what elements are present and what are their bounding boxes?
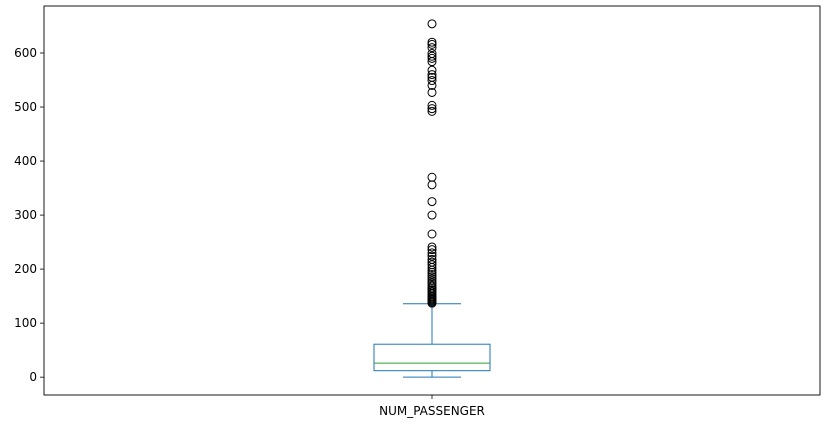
outlier-point bbox=[427, 248, 437, 258]
outlier-point bbox=[427, 53, 437, 63]
outlier-point bbox=[427, 70, 437, 80]
y-tick-label: 300 bbox=[14, 208, 37, 222]
outlier-point bbox=[427, 245, 437, 255]
outlier-point bbox=[427, 180, 437, 190]
outlier-point bbox=[427, 37, 437, 47]
outlier-point bbox=[427, 106, 437, 116]
outlier-point bbox=[427, 43, 437, 53]
y-tick-label: 200 bbox=[14, 262, 37, 276]
y-tick-label: 600 bbox=[14, 46, 37, 60]
outlier-point bbox=[427, 272, 437, 282]
plot-frame bbox=[43, 5, 821, 396]
outlier-point bbox=[427, 229, 437, 239]
y-tick-label: 0 bbox=[29, 370, 37, 384]
outlier-point bbox=[427, 210, 437, 220]
outlier-point bbox=[427, 274, 437, 284]
x-category-label: NUM_PASSENGER bbox=[379, 404, 485, 418]
outlier-point bbox=[427, 197, 437, 207]
outlier-point bbox=[427, 65, 437, 75]
outlier-point bbox=[427, 278, 437, 288]
outlier-point bbox=[427, 276, 437, 286]
outlier-point bbox=[427, 251, 437, 261]
outlier-point bbox=[427, 19, 437, 29]
outlier-point bbox=[427, 72, 437, 82]
axes: 0 100 200 300 400 500 600 NUM_PASSENGER bbox=[14, 46, 485, 418]
y-tick-label: 400 bbox=[14, 154, 37, 168]
outlier-point bbox=[427, 100, 437, 110]
iqr-box bbox=[373, 343, 491, 372]
y-tick-label: 100 bbox=[14, 316, 37, 330]
outlier-point bbox=[427, 242, 437, 252]
outlier-point bbox=[427, 51, 437, 61]
outlier-point bbox=[427, 104, 437, 114]
outlier-point bbox=[427, 260, 437, 270]
outlier-point bbox=[427, 172, 437, 182]
outlier-point bbox=[427, 254, 437, 264]
outlier-point bbox=[427, 76, 437, 86]
outlier-point bbox=[427, 49, 437, 59]
outlier-point bbox=[427, 39, 437, 49]
outlier-point bbox=[427, 280, 437, 290]
outlier-point bbox=[427, 87, 437, 97]
outlier-point bbox=[427, 270, 437, 280]
outlier-group bbox=[427, 19, 437, 308]
box-group bbox=[373, 303, 491, 378]
outlier-point bbox=[427, 257, 437, 267]
y-tick-label: 500 bbox=[14, 100, 37, 114]
